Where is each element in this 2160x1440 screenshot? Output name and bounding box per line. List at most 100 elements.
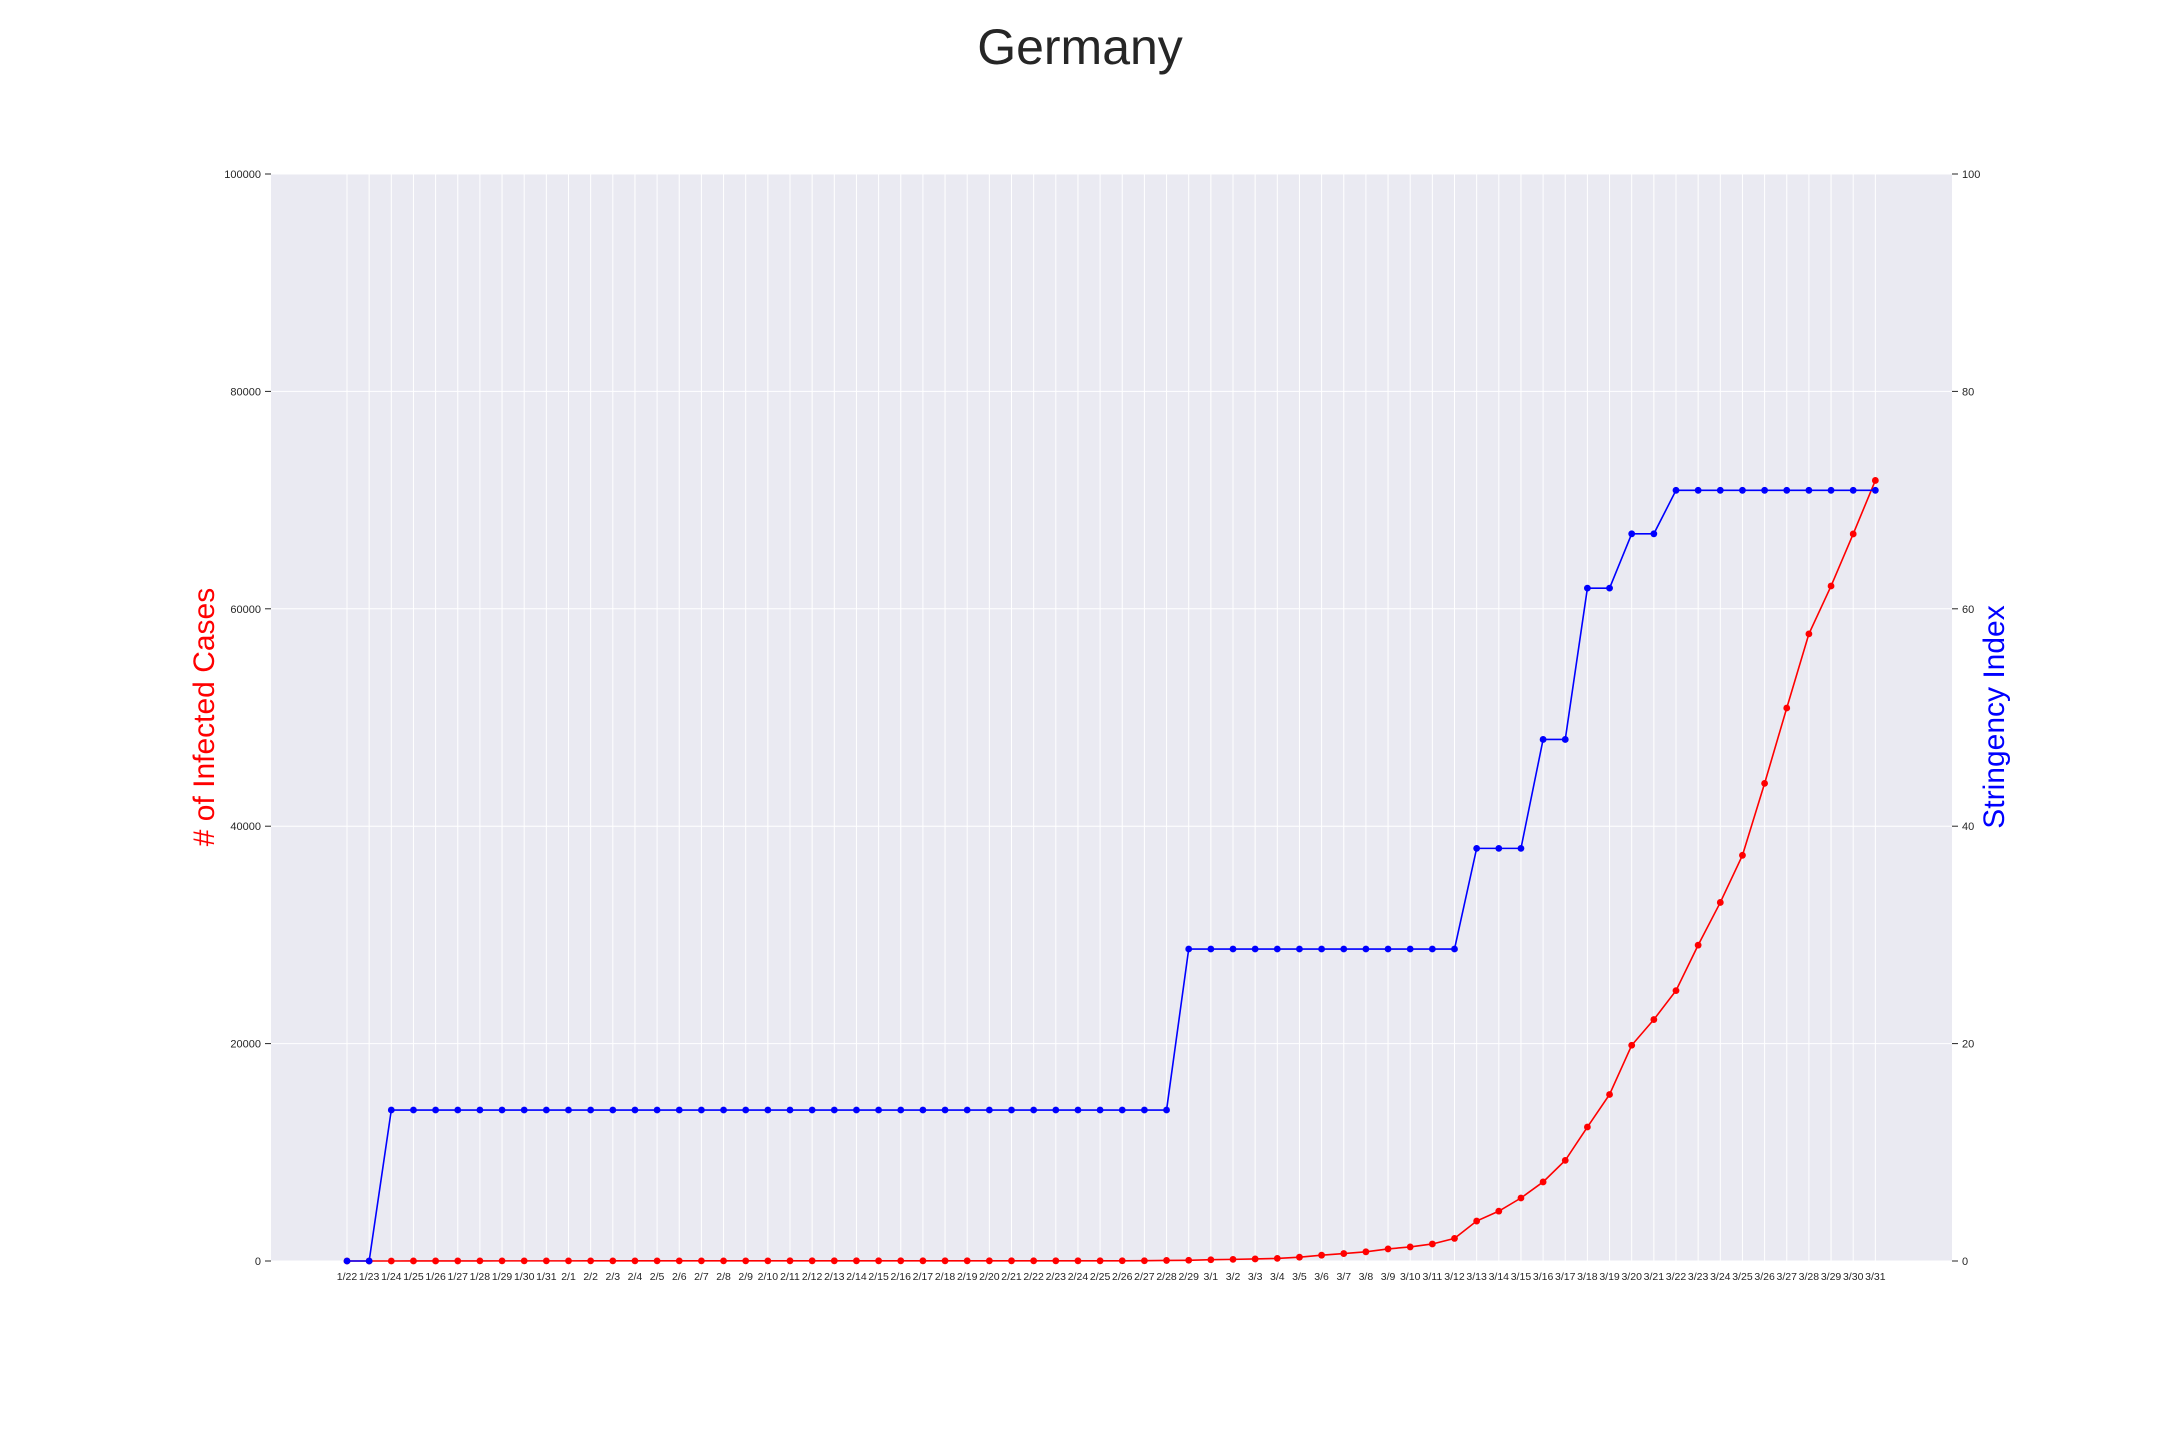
data-point: [1406, 1243, 1414, 1251]
x-tick-label: 2/20: [979, 1271, 1000, 1283]
x-tick-label: 2/23: [1046, 1271, 1067, 1283]
data-point: [454, 1257, 462, 1265]
x-tick-label: 3/17: [1555, 1271, 1576, 1283]
data-point: [1163, 1106, 1170, 1114]
data-point: [808, 1106, 816, 1114]
x-tick-label: 2/6: [672, 1271, 687, 1283]
data-point: [542, 1257, 550, 1265]
x-tick-label: 3/7: [1336, 1271, 1351, 1283]
data-point: [1827, 582, 1835, 590]
x-tick-label: 2/10: [758, 1271, 779, 1283]
data-point: [1716, 486, 1724, 494]
x-tick-label: 3/26: [1754, 1271, 1775, 1283]
data-point: [1628, 530, 1636, 538]
x-tick-label: 3/24: [1710, 1271, 1731, 1283]
data-point: [1694, 486, 1702, 494]
data-point: [1229, 1255, 1237, 1263]
data-point: [720, 1257, 727, 1265]
data-point: [919, 1257, 927, 1265]
x-tick-label: 3/20: [1621, 1271, 1642, 1283]
data-point: [432, 1106, 439, 1114]
x-axis: 1/22 1/23 1/24 1/25 1/26 1/27 1/28 1/29 1/30 1/31…: [337, 1271, 1886, 1283]
data-point: [1539, 1178, 1547, 1186]
data-point: [1606, 584, 1613, 592]
data-point: [1296, 1253, 1303, 1261]
data-point: [1296, 945, 1303, 953]
series-line: [347, 480, 1877, 1262]
data-point: [1052, 1257, 1060, 1265]
data-point: [1118, 1106, 1126, 1114]
data-point: [808, 1257, 816, 1265]
data-point: [476, 1257, 484, 1265]
x-tick-label: 2/19: [957, 1271, 978, 1283]
data-point: [1561, 736, 1569, 743]
data-point: [1451, 945, 1458, 953]
x-tick-label: 1/26: [425, 1271, 446, 1283]
x-tick-label: 1/24: [381, 1271, 402, 1283]
data-point: [1251, 1255, 1259, 1263]
x-tick-label: 2/18: [935, 1271, 956, 1283]
data-point: [1584, 1123, 1591, 1131]
data-point: [1141, 1106, 1148, 1114]
data-point: [1273, 1254, 1281, 1262]
x-tick-label: 1/28: [470, 1271, 491, 1283]
right-tick-label: 60: [1962, 604, 1974, 616]
data-point: [1118, 1257, 1126, 1265]
x-tick-label: 1/23: [359, 1271, 380, 1283]
x-tick-label: 2/3: [605, 1271, 620, 1283]
x-tick-label: 3/27: [1777, 1271, 1798, 1283]
x-tick-label: 2/4: [628, 1271, 643, 1283]
data-point: [875, 1106, 882, 1114]
data-point: [587, 1106, 595, 1114]
data-point: [897, 1257, 905, 1265]
data-point: [1318, 945, 1325, 953]
data-point: [498, 1106, 506, 1114]
data-point: [853, 1257, 860, 1265]
x-tick-label: 2/26: [1112, 1271, 1133, 1283]
data-point: [387, 1106, 395, 1114]
data-point: [1185, 945, 1193, 953]
right-tick-label: 100: [1962, 169, 1980, 181]
data-point: [343, 1257, 351, 1265]
stringency-series: [343, 486, 1879, 1265]
data-point: [1672, 987, 1680, 995]
data-point: [520, 1106, 528, 1114]
data-point: [609, 1257, 617, 1265]
chart-title: Germany: [977, 19, 1183, 75]
right-tick-label: 0: [1962, 1256, 1968, 1268]
data-point: [1650, 1016, 1658, 1023]
data-point: [387, 1257, 395, 1265]
data-point: [853, 1106, 860, 1114]
data-point: [1428, 945, 1436, 953]
x-tick-label: 1/31: [536, 1271, 557, 1283]
data-point: [919, 1106, 927, 1114]
x-tick-label: 1/27: [448, 1271, 469, 1283]
data-point: [432, 1257, 439, 1265]
data-point: [1362, 945, 1370, 953]
data-point: [454, 1106, 462, 1114]
data-point: [786, 1257, 794, 1265]
cases-series: [343, 477, 1879, 1265]
data-point: [1561, 1156, 1569, 1164]
data-point: [764, 1106, 772, 1114]
data-point: [1739, 486, 1746, 494]
data-point: [1761, 779, 1768, 787]
x-tick-label: 3/2: [1226, 1271, 1241, 1283]
data-point: [1739, 851, 1746, 859]
data-point: [1650, 530, 1658, 538]
x-tick-label: 3/6: [1314, 1271, 1329, 1283]
data-point: [1606, 1091, 1613, 1098]
data-point: [786, 1106, 794, 1114]
x-tick-label: 2/15: [868, 1271, 889, 1283]
data-point: [1827, 486, 1835, 494]
data-point: [698, 1257, 705, 1265]
x-tick-label: 2/21: [1001, 1271, 1022, 1283]
data-point: [498, 1257, 506, 1265]
data-point: [1052, 1106, 1060, 1114]
data-point: [1030, 1257, 1038, 1265]
data-point: [631, 1106, 639, 1114]
data-point: [1716, 899, 1724, 906]
x-tick-label: 3/16: [1533, 1271, 1554, 1283]
x-tick-label: 3/15: [1511, 1271, 1532, 1283]
